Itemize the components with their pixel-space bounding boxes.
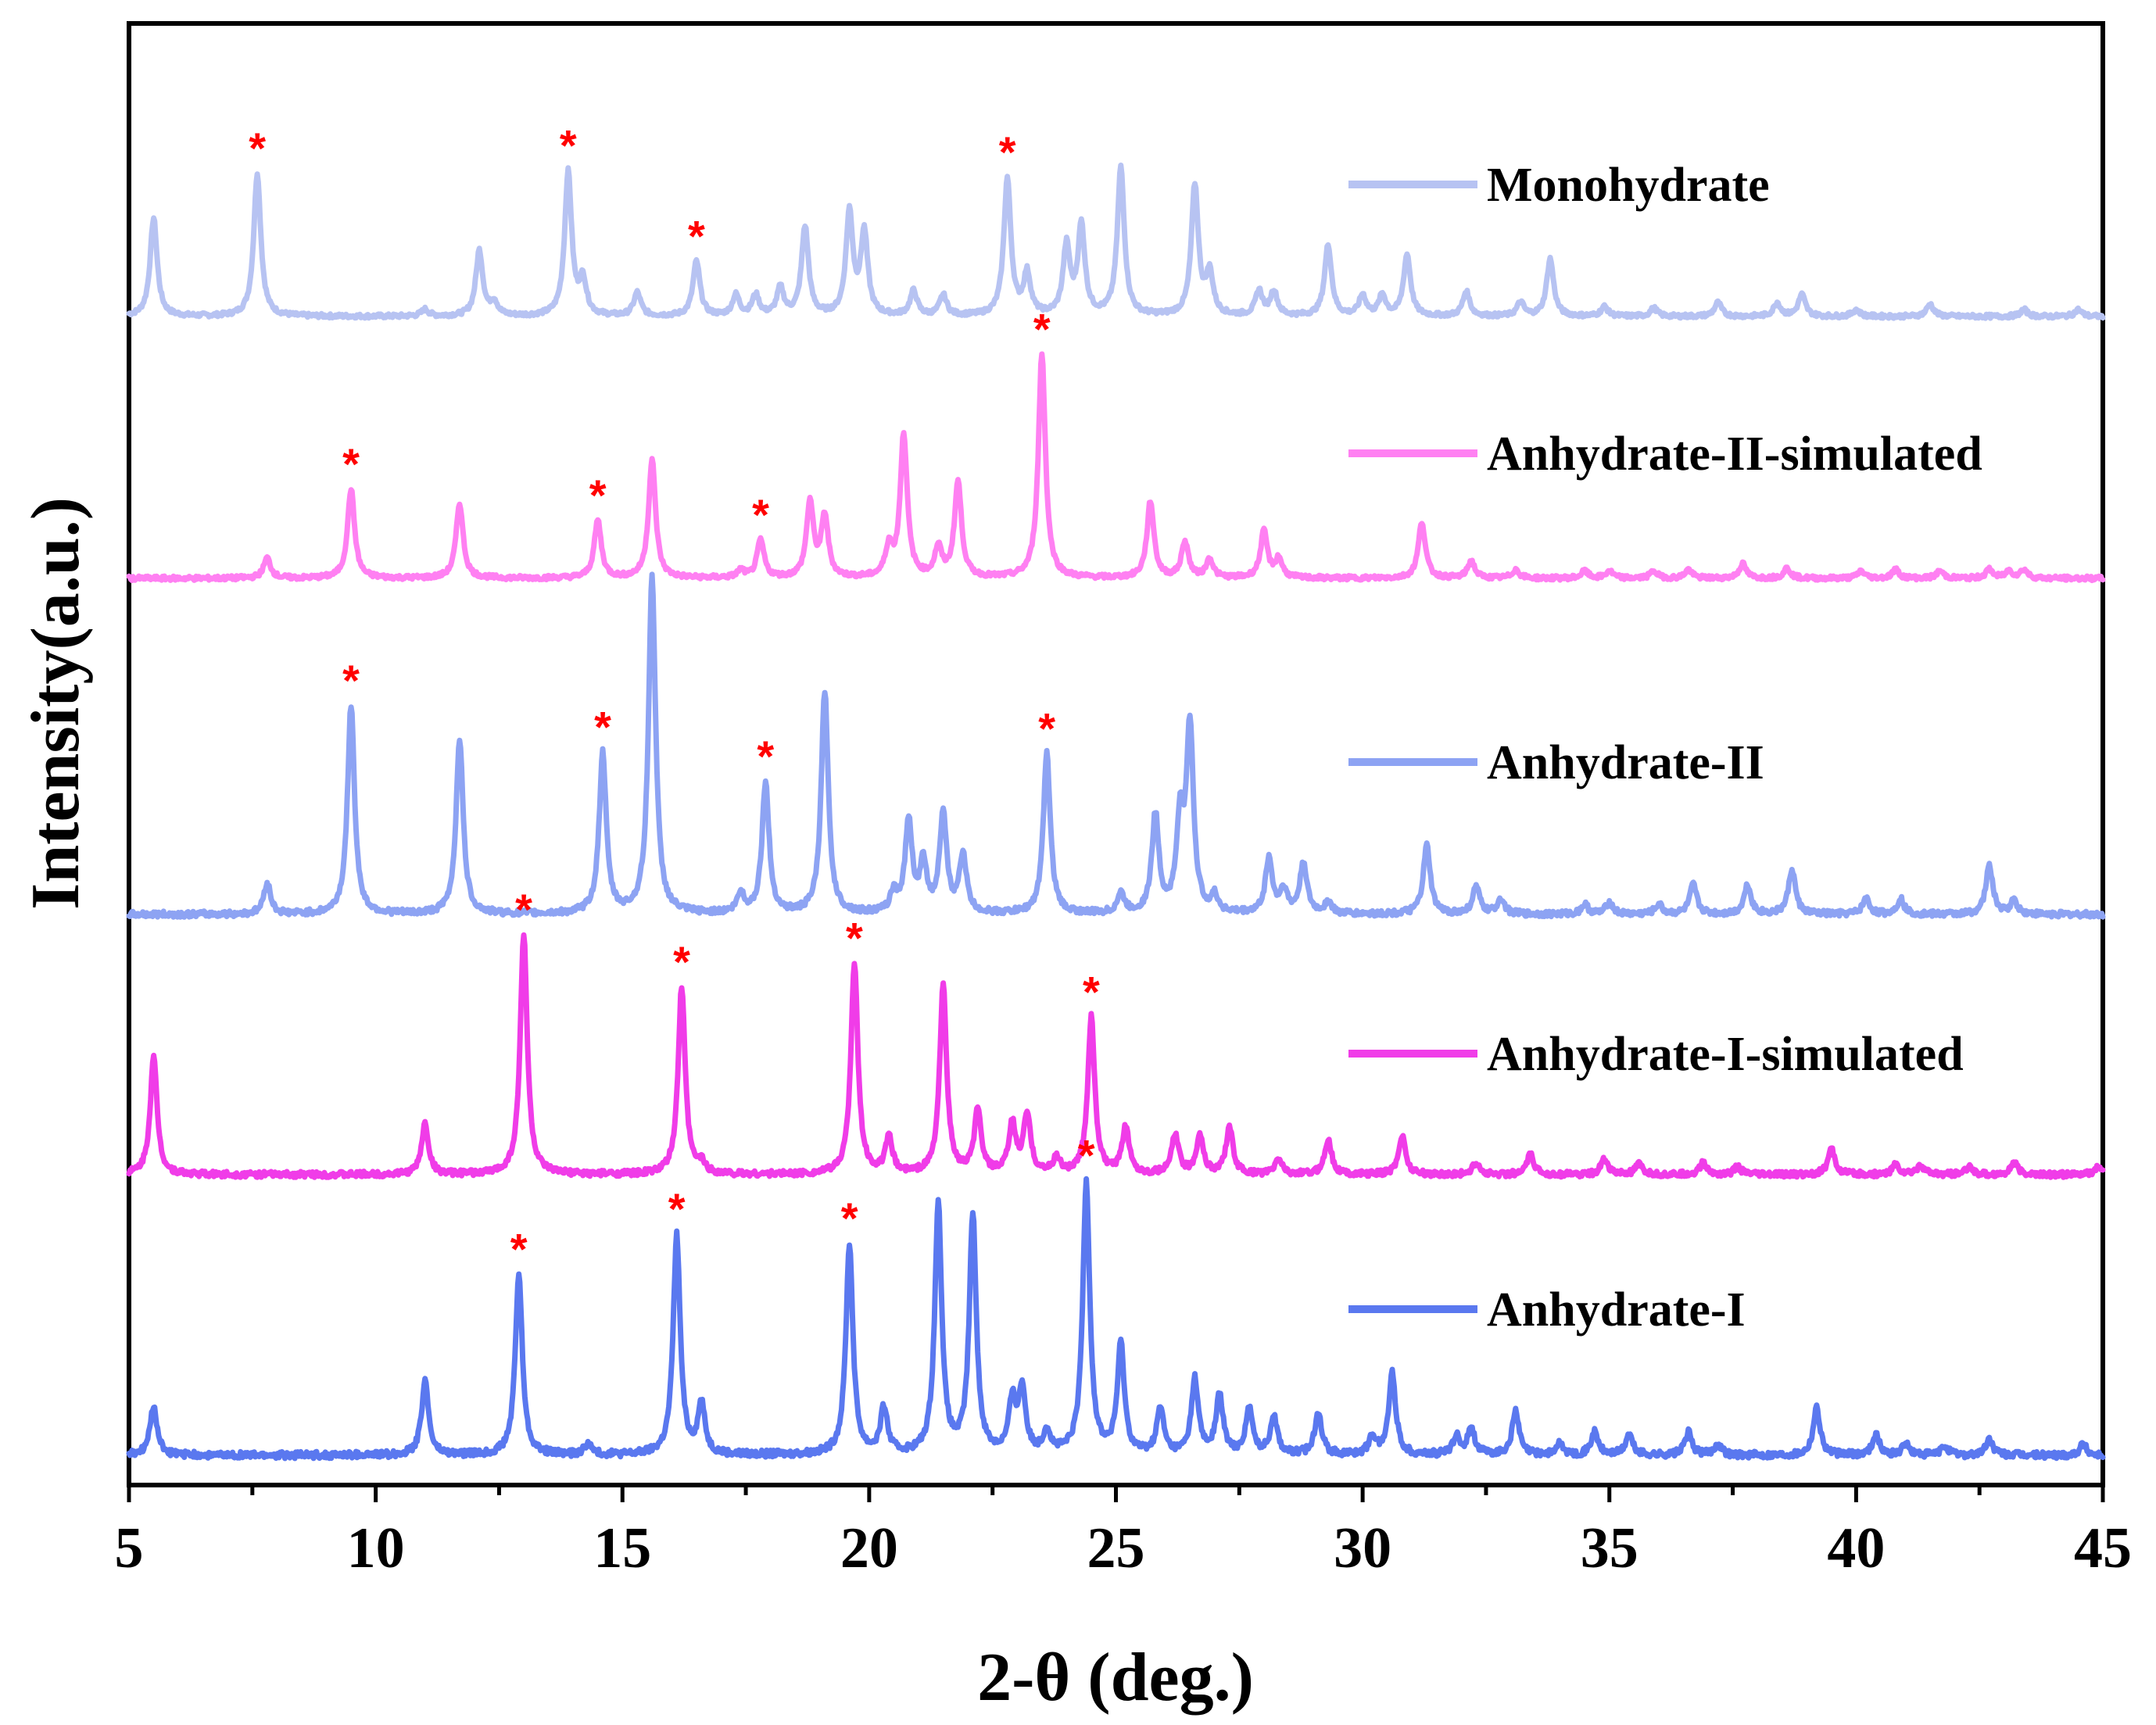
peak-star-marker: * [841, 1194, 858, 1243]
x-tick-label: 5 [115, 1516, 144, 1580]
x-tick-label: 35 [1581, 1516, 1638, 1580]
peak-star-marker: * [757, 732, 774, 781]
series-line [126, 932, 2106, 1180]
peak-star-marker: * [560, 120, 577, 170]
peak-star-marker: * [594, 702, 611, 751]
peak-star-marker: * [1033, 304, 1051, 353]
peak-star-marker: * [688, 212, 705, 261]
peak-star-marker: * [342, 656, 360, 705]
x-tick-label: 15 [593, 1516, 651, 1580]
legend-label: Anhydrate-II-simulated [1487, 428, 1982, 481]
x-axis-title: 2-θ (deg.) [977, 1640, 1254, 1716]
legend-label: Anhydrate-II [1487, 736, 1764, 789]
traces-layer [126, 163, 2106, 1462]
peak-star-marker: * [510, 1224, 528, 1273]
peak-star-marker: * [1083, 968, 1100, 1017]
peak-star-marker: * [249, 123, 266, 173]
peak-star-marker: * [668, 1184, 686, 1233]
x-tick-label: 30 [1334, 1516, 1391, 1580]
x-axis-ticks: 5 10 15 20 25 30 35 40 45 [115, 1485, 2132, 1580]
x-tick-label: 40 [1827, 1516, 1885, 1580]
peak-star-marker: * [1038, 704, 1055, 753]
series-line [126, 571, 2106, 920]
legend-label: Anhydrate-I-simulated [1487, 1028, 1964, 1081]
y-axis-title: Intensity(a.u.) [18, 497, 94, 910]
legend: Monohydrate Anhydrate-II-simulated Anhydra… [1348, 159, 1982, 1337]
peak-star-marker: * [515, 885, 532, 934]
peak-star-marker: * [999, 127, 1016, 177]
x-tick-label: 20 [840, 1516, 898, 1580]
peak-star-marker: * [752, 490, 769, 539]
legend-label: Monohydrate [1487, 159, 1770, 212]
series-line [126, 1176, 2106, 1462]
peak-star-marker: * [673, 937, 690, 986]
peak-star-marker: * [342, 439, 360, 489]
x-tick-label: 10 [347, 1516, 405, 1580]
legend-label: Anhydrate-I [1487, 1283, 1746, 1337]
series-line [126, 163, 2106, 321]
peak-star-marker: * [589, 471, 607, 520]
peak-star-marker: * [1078, 1131, 1095, 1180]
peak-markers-layer: * * * * * * * * * * * * * * * * * * * * [249, 120, 1100, 1273]
x-tick-label: 45 [2074, 1516, 2132, 1580]
x-tick-label: 25 [1087, 1516, 1145, 1580]
series-line [126, 351, 2106, 584]
peak-star-marker: * [846, 913, 863, 962]
